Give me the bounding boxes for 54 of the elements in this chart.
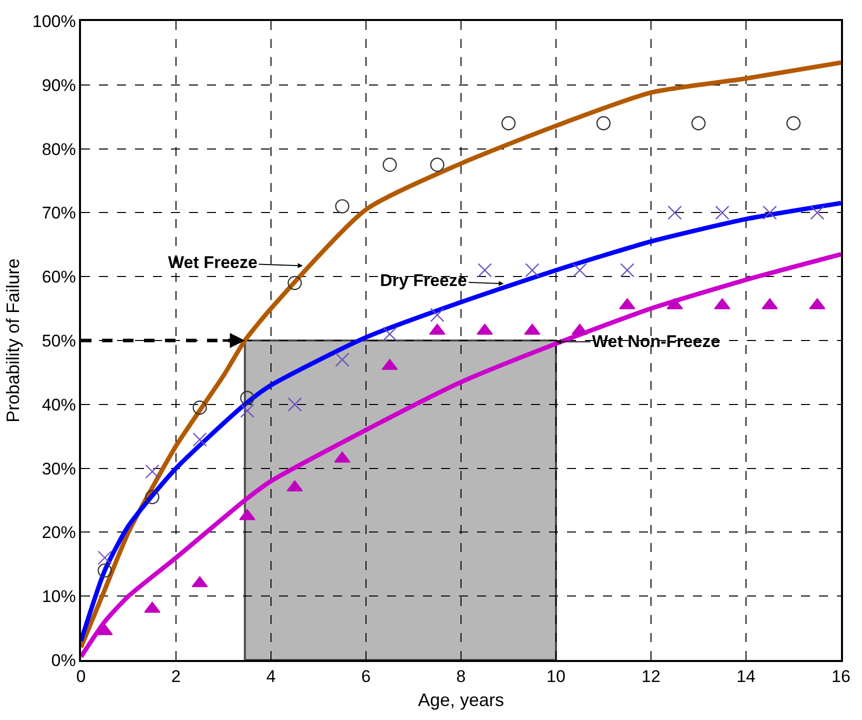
y-tick-label: 50%	[42, 331, 76, 350]
x-tick-label: 6	[361, 667, 371, 686]
y-tick-label: 100%	[32, 12, 76, 31]
x-tick-label: 12	[642, 667, 660, 686]
point	[715, 206, 730, 220]
point	[98, 563, 112, 578]
point	[620, 263, 634, 278]
x-tick-label: 16	[832, 667, 850, 686]
y-tick-label: 70%	[42, 204, 76, 223]
x-tick-label: 8	[456, 667, 466, 686]
x-tick-label: 2	[171, 667, 181, 686]
point	[501, 116, 516, 130]
point	[335, 352, 350, 367]
point	[288, 397, 302, 412]
line-series	[81, 60, 841, 650]
point	[430, 308, 444, 322]
y-tick-label: 80%	[42, 140, 76, 159]
point	[240, 404, 254, 418]
y-tick-label: 10%	[42, 587, 76, 606]
point	[240, 390, 254, 406]
point	[786, 116, 801, 130]
y-tick-label: 90%	[42, 76, 76, 95]
point	[192, 432, 207, 447]
point	[762, 206, 777, 220]
x-tick-label: 0	[76, 667, 86, 686]
point	[145, 464, 160, 479]
point	[478, 263, 492, 278]
point	[668, 206, 682, 220]
y-tick-label: 60%	[42, 268, 76, 287]
point	[810, 206, 824, 220]
x-tick-label: 4	[266, 667, 276, 686]
point	[572, 263, 587, 278]
point	[596, 116, 611, 130]
point	[382, 158, 397, 172]
annotation: Wet Non-Freeze	[592, 332, 720, 351]
point	[382, 327, 397, 342]
point	[691, 116, 706, 130]
y-tick-label: 30%	[42, 459, 76, 478]
point	[288, 276, 302, 290]
y-axis-title: Probability of Failure	[3, 258, 24, 423]
point	[145, 490, 160, 504]
y-tick-label: 20%	[42, 523, 76, 542]
point	[335, 199, 350, 214]
point	[98, 550, 112, 565]
annotation: Wet Freeze	[168, 253, 258, 272]
annotation: Dry Freeze	[380, 271, 467, 290]
x-axis-title: Age, years	[418, 690, 504, 710]
point	[430, 158, 444, 172]
y-tick-label: 0%	[51, 650, 76, 670]
x-tick-label: 14	[736, 667, 756, 686]
y-tick-label: 40%	[42, 395, 76, 414]
x-tick-label: 10	[546, 667, 566, 686]
point	[525, 263, 540, 278]
point	[192, 400, 207, 415]
